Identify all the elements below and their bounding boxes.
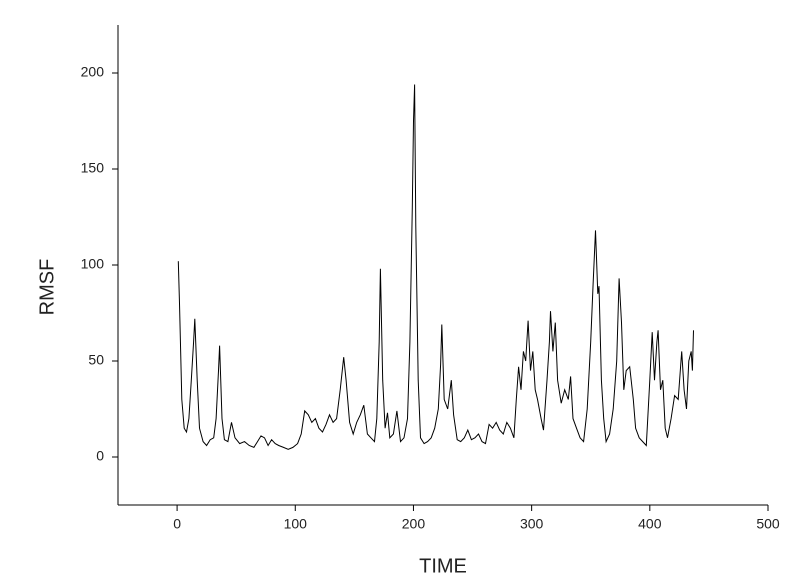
x-tick-label: 500 <box>756 516 780 532</box>
x-tick-label: 0 <box>173 516 181 532</box>
x-tick-label: 300 <box>520 516 544 532</box>
x-axis-label: TIME <box>419 555 467 577</box>
y-tick-label: 0 <box>96 448 104 464</box>
y-tick-label: 150 <box>81 160 105 176</box>
data-line <box>177 84 694 450</box>
x-tick-label: 200 <box>402 516 426 532</box>
y-tick-label: 100 <box>81 256 105 272</box>
x-tick-label: 400 <box>638 516 662 532</box>
x-tick-label: 100 <box>284 516 308 532</box>
y-tick-label: 200 <box>81 64 105 80</box>
y-tick-label: 50 <box>88 352 104 368</box>
y-axis-label: RMSF <box>36 259 58 316</box>
